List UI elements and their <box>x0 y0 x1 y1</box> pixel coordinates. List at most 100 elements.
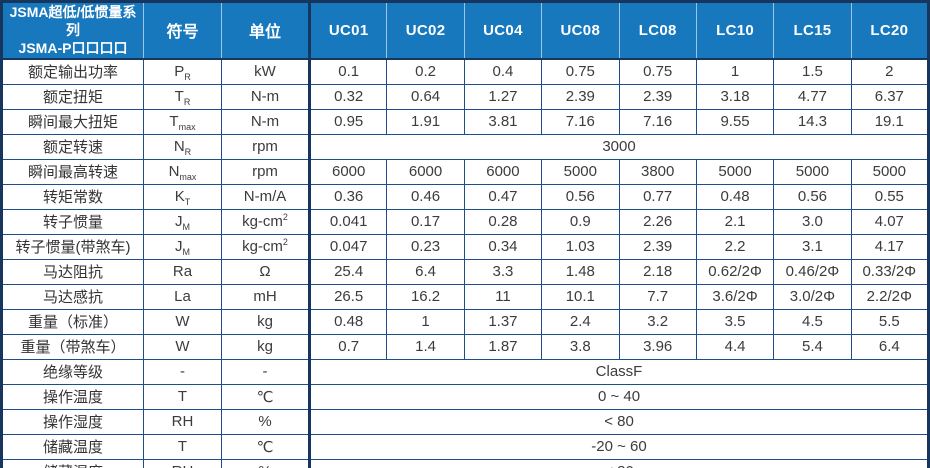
series-title-line1: JSMA超低/低惯量系列 <box>9 4 137 39</box>
row-label: 重量（标准） <box>1 308 144 335</box>
value-cell-uc08: 1.48 <box>541 258 620 285</box>
symbol-cell: TR <box>143 83 222 110</box>
unit-cell: N-m <box>221 83 310 110</box>
unit-superscript: 2 <box>282 212 288 223</box>
unit-text: kg-cm <box>242 213 283 231</box>
unit-text: N-m <box>250 113 280 131</box>
value-cell-uc01: 0.1 <box>307 58 388 85</box>
value-cell-lc10: 4.4 <box>695 333 775 360</box>
value-cell-lc10: 3.6/2Φ <box>695 283 775 310</box>
unit-cell: rpm <box>221 133 310 160</box>
value-cell-uc04: 0.28 <box>463 208 543 235</box>
symbol-subscript: M <box>182 222 191 233</box>
value-cell-uc08: 2.4 <box>541 308 620 335</box>
spec-row-6: 转子惯量 JM kg-cm2 0.041 0.17 0.28 0.9 2.26 2.1 3.0 4.… <box>1 208 930 235</box>
unit-cell: kg <box>221 333 310 360</box>
value-cell-uc04: 1.37 <box>463 308 543 335</box>
value-cell-lc08: 7.7 <box>618 283 697 310</box>
spec-row-0: 额定输出功率 PR kW 0.1 0.2 0.4 0.75 0.75 1 1.5 2 <box>1 58 930 85</box>
symbol-main: N <box>173 138 185 156</box>
symbol-main: W <box>175 338 190 356</box>
symbol-main: RH <box>172 463 194 468</box>
value-cell-uc08: 2.39 <box>541 83 620 110</box>
merged-value-cell: -20 ~ 60 <box>308 433 929 460</box>
value-cell-uc01: 25.4 <box>307 258 388 285</box>
spec-row-13: 操作温度 T ℃ 0 ~ 40 <box>1 383 929 410</box>
spec-row-2: 瞬间最大扭矩 Tmax N-m 0.95 1.91 3.81 7.16 7.16 9.55 14.… <box>1 108 930 135</box>
value-cell-lc08: 2.39 <box>618 83 697 110</box>
unit-text: N-m/A <box>243 188 287 206</box>
value-cell-lc10: 2.2 <box>695 233 775 260</box>
unit-cell: N-m/A <box>221 183 310 210</box>
row-label: 转子惯量 <box>1 208 144 235</box>
value-cell-lc20: 0.33/2Φ <box>850 258 930 285</box>
symbol-cell: NR <box>143 133 222 160</box>
value-cell-lc15: 14.3 <box>773 108 852 135</box>
spec-row-15: 储藏温度 T ℃ -20 ~ 60 <box>1 433 929 460</box>
unit-column-header: 单位 <box>221 1 310 60</box>
value-cell-uc02: 0.17 <box>386 208 465 235</box>
spec-row-7: 转子惯量(带煞车) JM kg-cm2 0.047 0.23 0.34 1.03 2.39 2.… <box>1 233 930 260</box>
value-cell-lc08: 2.18 <box>618 258 697 285</box>
spec-table-head: JSMA超低/低惯量系列 JSMA-P口口口口 符号 单位 UC01 UC02 UC… <box>1 1 929 60</box>
symbol-subscript: max <box>179 172 197 183</box>
value-cell-uc04: 1.27 <box>463 83 543 110</box>
value-cell-lc15: 0.46/2Φ <box>773 258 852 285</box>
value-cell-lc15: 0.56 <box>773 183 852 210</box>
value-cell-lc08: 3.2 <box>618 308 697 335</box>
unit-cell: % <box>221 458 310 468</box>
value-cell-lc15: 1.5 <box>773 58 852 85</box>
spec-table-body: 额定输出功率 PR kW 0.1 0.2 0.4 0.75 0.75 1 1.5 2 额定扭矩 TR N-… <box>1 58 930 468</box>
header-row: JSMA超低/低惯量系列 JSMA-P口口口口 符号 单位 UC01 UC02 UC… <box>1 1 929 60</box>
unit-text: % <box>258 413 272 431</box>
value-cell-uc02: 1.91 <box>386 108 465 135</box>
value-cell-lc15: 3.0 <box>773 208 852 235</box>
value-cell-uc01: 0.48 <box>307 308 388 335</box>
symbol-cell: W <box>143 333 222 360</box>
spec-row-14: 操作湿度 RH% < 80 <box>1 408 929 435</box>
value-cell-lc10: 2.1 <box>695 208 775 235</box>
symbol-cell: PR <box>143 58 222 85</box>
value-cell-uc04: 1.87 <box>463 333 543 360</box>
symbol-main: RH <box>171 413 194 431</box>
symbol-cell: JM <box>143 208 222 235</box>
value-cell-uc01: 6000 <box>307 158 388 185</box>
value-cell-lc08: 7.16 <box>618 108 697 135</box>
symbol-main: W <box>175 313 190 331</box>
symbol-cell: T <box>143 383 222 410</box>
value-cell-uc02: 0.2 <box>386 58 465 85</box>
value-cell-uc04: 11 <box>463 283 543 310</box>
spec-row-8: 马达阻抗 Ra Ω 25.4 6.4 3.3 1.48 2.18 0.62/2Φ 0.46/2Φ 0… <box>1 258 930 285</box>
symbol-main: T <box>174 88 184 106</box>
merged-value-cell: 0 ~ 40 <box>308 383 929 410</box>
row-label: 重量（带煞车） <box>1 333 144 360</box>
column-header-lc08: LC08 <box>618 1 697 60</box>
value-cell-uc02: 0.23 <box>386 233 465 260</box>
unit-cell: rpm <box>221 158 310 185</box>
value-cell-uc08: 0.9 <box>541 208 620 235</box>
value-cell-uc04: 0.4 <box>463 58 543 85</box>
merged-value-cell: ClassF <box>308 358 929 385</box>
symbol-cell: W <box>143 308 222 335</box>
value-cell-lc20: 4.07 <box>850 208 930 235</box>
symbol-main: N <box>168 163 180 181</box>
symbol-subscript: R <box>183 97 191 108</box>
value-cell-uc08: 7.16 <box>541 108 620 135</box>
unit-text: kW <box>254 63 276 81</box>
value-cell-uc01: 0.95 <box>307 108 388 135</box>
unit-text: % <box>258 463 271 468</box>
value-cell-uc08: 5000 <box>541 158 620 185</box>
symbol-cell: JM <box>143 233 222 260</box>
value-cell-uc04: 6000 <box>463 158 543 185</box>
unit-cell: kg <box>221 308 310 335</box>
value-cell-lc08: 2.39 <box>618 233 697 260</box>
unit-text: kg-cm <box>242 238 283 256</box>
row-label: 瞬间最大扭矩 <box>1 108 144 135</box>
column-header-uc04: UC04 <box>463 1 542 60</box>
spec-row-9: 马达感抗 La mH 26.5 16.2 11 10.1 7.7 3.6/2Φ 3.0/2Φ 2.2… <box>1 283 930 310</box>
unit-text: rpm <box>252 138 278 156</box>
symbol-main: J <box>175 213 183 231</box>
value-cell-lc15: 5.4 <box>773 333 852 360</box>
